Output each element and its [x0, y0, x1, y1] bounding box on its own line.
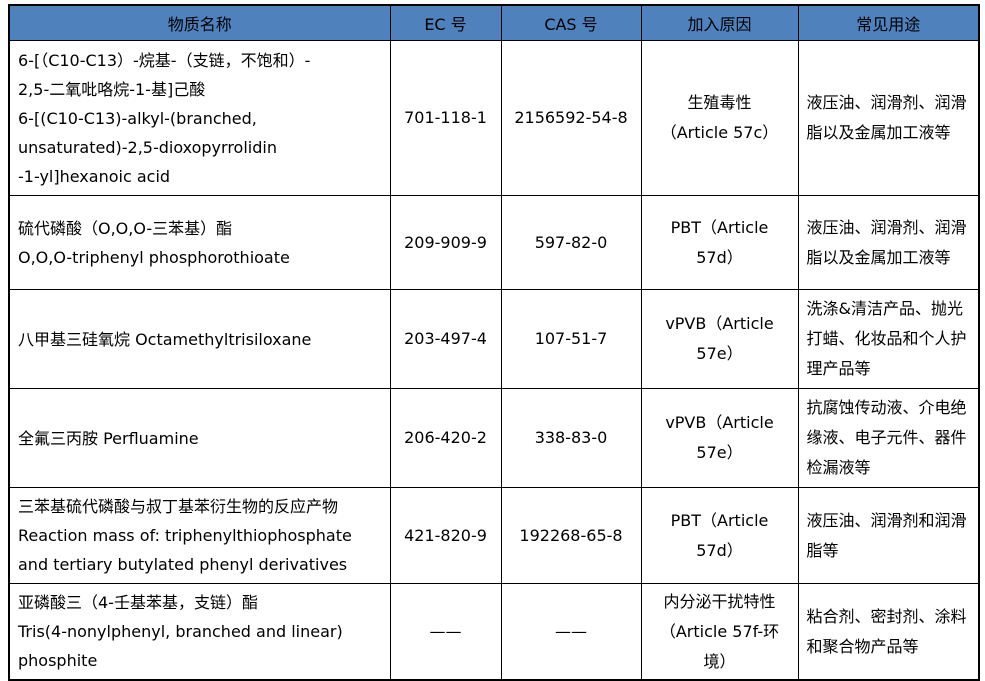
ec-number-cell: ——	[389, 583, 502, 681]
table-row: 亚磷酸三（4-壬基苯基，支链）酯 Tris(4-nonylphenyl, bra…	[8, 583, 980, 681]
substance-name-cell: 全氟三丙胺 Perfluamine	[8, 388, 391, 488]
substance-name-cell: 八甲基三硅氧烷 Octamethyltrisiloxane	[8, 289, 391, 389]
ec-number-cell: 209-909-9	[389, 195, 502, 290]
common-uses-cell: 粘合剂、密封剂、涂料和聚合物产品等	[797, 583, 980, 681]
common-uses-cell: 洗涤&清洁产品、抛光打蜡、化妆品和个人护理产品等	[797, 289, 980, 389]
common-uses-cell: 液压油、润滑剂和润滑脂等	[797, 487, 980, 584]
substance-name-cell: 硫代磷酸（O,O,O-三苯基）酯 O,O,O-triphenyl phospho…	[8, 195, 391, 290]
ec-number-cell: 421-820-9	[389, 487, 502, 584]
common-uses-cell: 抗腐蚀传动液、介电绝缘液、电子元件、器件检漏液等	[797, 388, 980, 488]
inclusion-reason-cell: vPVB（Article 57e）	[640, 289, 799, 389]
inclusion-reason-cell: PBT（Article 57d）	[640, 195, 799, 290]
header-cas-number: CAS 号	[500, 4, 642, 41]
header-common-uses: 常见用途	[797, 4, 980, 41]
common-uses-cell: 液压油、润滑剂、润滑脂以及金属加工液等	[797, 40, 980, 196]
header-ec-number: EC 号	[389, 4, 502, 41]
inclusion-reason-cell: vPVB（Article 57e）	[640, 388, 799, 488]
ec-number-cell: 701-118-1	[389, 40, 502, 196]
cas-number-cell: 338-83-0	[500, 388, 642, 488]
substances-table: 物质名称 EC 号 CAS 号 加入原因 常见用途 6-[（C10-C13）-烷…	[8, 4, 980, 681]
cas-number-cell: 192268-65-8	[500, 487, 642, 584]
substance-name-cell: 6-[（C10-C13）-烷基-（支链，不饱和）- 2,5-二氧吡咯烷-1-基]…	[8, 40, 391, 196]
substance-name-cell: 亚磷酸三（4-壬基苯基，支链）酯 Tris(4-nonylphenyl, bra…	[8, 583, 391, 681]
inclusion-reason-cell: 生殖毒性 （Article 57c）	[640, 40, 799, 196]
cas-number-cell: ——	[500, 583, 642, 681]
common-uses-cell: 液压油、润滑剂、润滑脂以及金属加工液等	[797, 195, 980, 290]
table-row: 硫代磷酸（O,O,O-三苯基）酯 O,O,O-triphenyl phospho…	[8, 195, 980, 290]
header-inclusion-reason: 加入原因	[640, 4, 799, 41]
cas-number-cell: 2156592-54-8	[500, 40, 642, 196]
ec-number-cell: 206-420-2	[389, 388, 502, 488]
header-row: 物质名称 EC 号 CAS 号 加入原因 常见用途	[8, 4, 980, 41]
inclusion-reason-cell: PBT（Article 57d）	[640, 487, 799, 584]
table-row: 6-[（C10-C13）-烷基-（支链，不饱和）- 2,5-二氧吡咯烷-1-基]…	[8, 40, 980, 196]
cas-number-cell: 107-51-7	[500, 289, 642, 389]
cas-number-cell: 597-82-0	[500, 195, 642, 290]
table-row: 八甲基三硅氧烷 Octamethyltrisiloxane 203-497-4 …	[8, 289, 980, 389]
substance-name-cell: 三苯基硫代磷酸与叔丁基苯衍生物的反应产物 Reaction mass of: t…	[8, 487, 391, 584]
table-row: 三苯基硫代磷酸与叔丁基苯衍生物的反应产物 Reaction mass of: t…	[8, 487, 980, 584]
table-row: 全氟三丙胺 Perfluamine 206-420-2 338-83-0 vPV…	[8, 388, 980, 488]
header-substance-name: 物质名称	[8, 4, 391, 41]
ec-number-cell: 203-497-4	[389, 289, 502, 389]
inclusion-reason-cell: 内分泌干扰特性 （Article 57f-环 境）	[640, 583, 799, 681]
